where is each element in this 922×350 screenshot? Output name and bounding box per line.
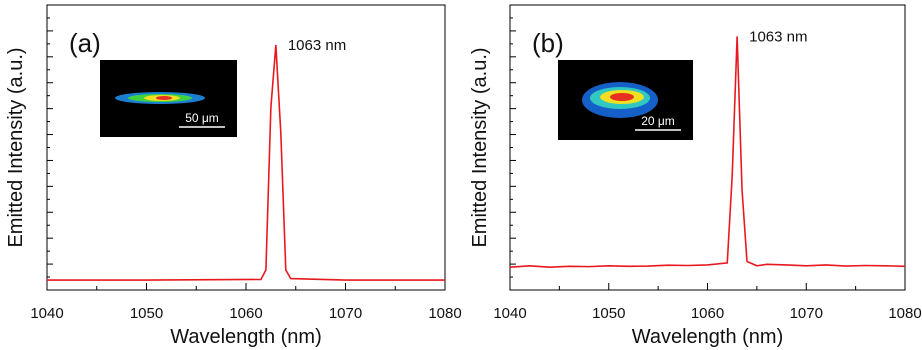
inset-glow <box>610 93 634 101</box>
x-tick-label: 1080 <box>428 305 461 322</box>
figure: 1040 1050 1060 1070 1080 Wavelength (nm) Emitt… <box>0 0 922 350</box>
x-axis-title: Wavelength (nm) <box>632 326 784 348</box>
x-tick-label: 1040 <box>493 305 526 322</box>
x-tick-label: 1060 <box>229 305 262 322</box>
panel-label: (b) <box>532 28 564 58</box>
x-tick-label: 1060 <box>691 305 724 322</box>
x-tick-label: 1050 <box>130 305 163 322</box>
x-tick-label: 1070 <box>329 305 362 322</box>
x-tick-label: 1080 <box>888 305 921 322</box>
x-tick-label: 1070 <box>790 305 823 322</box>
scale-label: 20 μm <box>641 114 675 128</box>
y-axis-title: Emitted Intensity (a.u.) <box>5 47 27 247</box>
peak-annotation: 1063 nm <box>749 28 807 45</box>
panel-label: (a) <box>69 28 101 58</box>
inset-glow <box>156 96 172 100</box>
plot-frame <box>510 5 905 290</box>
x-tick-label: 1050 <box>592 305 625 322</box>
y-axis-title: Emitted Intensity (a.u.) <box>469 47 491 247</box>
plot-frame <box>47 5 445 290</box>
x-axis-title: Wavelength (nm) <box>170 326 322 348</box>
x-tick-label: 1040 <box>30 305 63 322</box>
peak-annotation: 1063 nm <box>288 37 346 54</box>
scale-label: 50 μm <box>185 111 219 125</box>
